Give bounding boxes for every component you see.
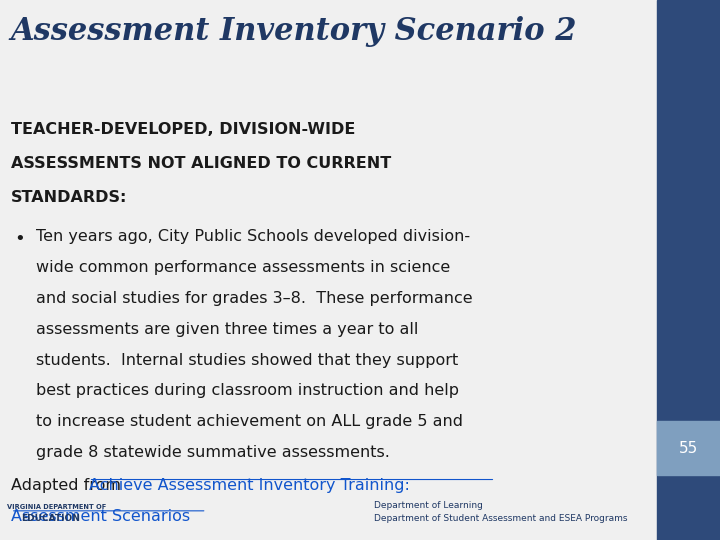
- Text: Assessment Inventory Scenario 2: Assessment Inventory Scenario 2: [11, 16, 577, 47]
- Text: students.  Internal studies showed that they support: students. Internal studies showed that t…: [36, 353, 458, 368]
- Text: to increase student achievement on ALL grade 5 and: to increase student achievement on ALL g…: [36, 414, 463, 429]
- Text: best practices during classroom instruction and help: best practices during classroom instruct…: [36, 383, 459, 399]
- Text: grade 8 statewide summative assessments.: grade 8 statewide summative assessments.: [36, 445, 390, 460]
- Text: STANDARDS:: STANDARDS:: [11, 190, 127, 205]
- Text: Department of Student Assessment and ESEA Programs: Department of Student Assessment and ESE…: [374, 514, 628, 523]
- Bar: [657, 0, 720, 540]
- Text: EDUCATION: EDUCATION: [22, 514, 81, 523]
- Bar: [657, 421, 720, 475]
- Text: Ten years ago, City Public Schools developed division-: Ten years ago, City Public Schools devel…: [36, 230, 470, 245]
- Text: assessments are given three times a year to all: assessments are given three times a year…: [36, 322, 418, 337]
- Text: Adapted from: Adapted from: [11, 478, 126, 493]
- Text: Achieve Assessment Inventory Training:: Achieve Assessment Inventory Training:: [89, 478, 410, 493]
- Text: TEACHER-DEVELOPED, DIVISION-WIDE: TEACHER-DEVELOPED, DIVISION-WIDE: [11, 122, 355, 137]
- Text: Department of Learning: Department of Learning: [374, 501, 483, 510]
- Text: 55: 55: [679, 441, 698, 456]
- Text: VIRGINIA DEPARTMENT OF: VIRGINIA DEPARTMENT OF: [7, 504, 107, 510]
- Text: Assessment Scenarios: Assessment Scenarios: [11, 509, 190, 524]
- Text: ASSESSMENTS NOT ALIGNED TO CURRENT: ASSESSMENTS NOT ALIGNED TO CURRENT: [11, 156, 391, 171]
- Text: wide common performance assessments in science: wide common performance assessments in s…: [36, 260, 450, 275]
- Text: •: •: [14, 230, 25, 247]
- Text: and social studies for grades 3–8.  These performance: and social studies for grades 3–8. These…: [36, 291, 472, 306]
